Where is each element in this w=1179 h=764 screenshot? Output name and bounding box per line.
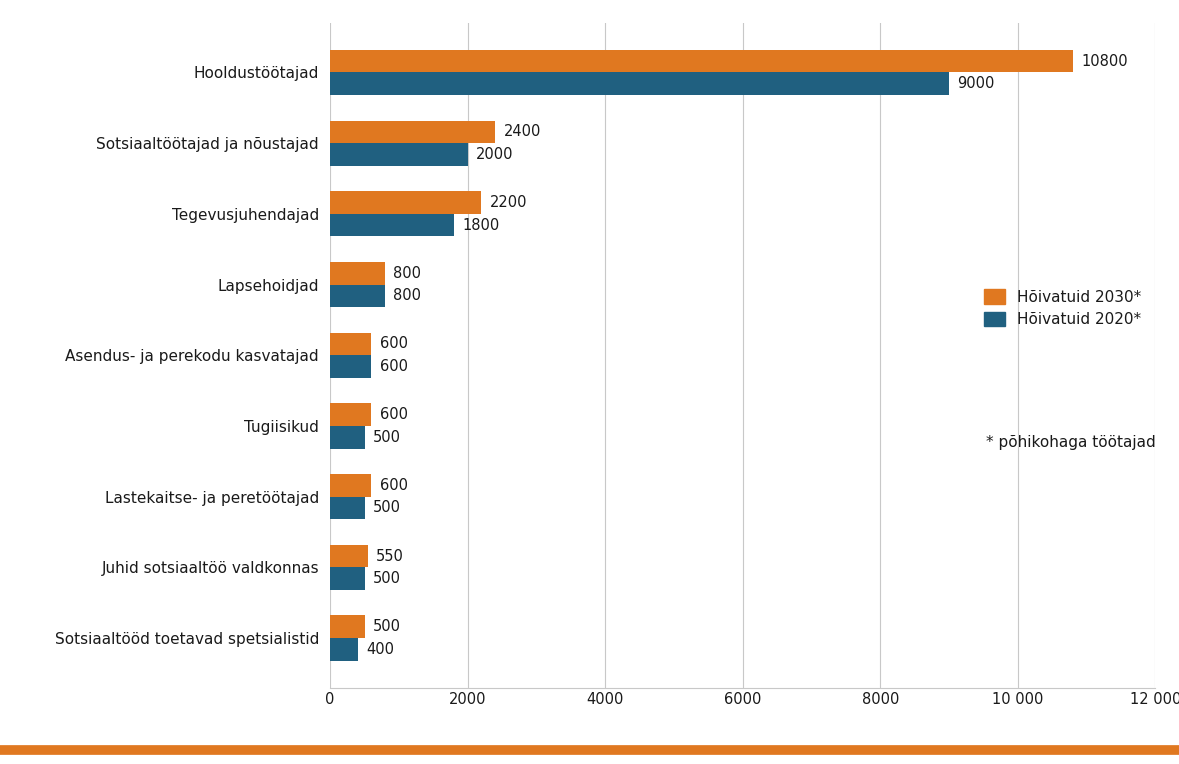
Text: 800: 800 (394, 266, 421, 280)
Bar (330, 50, 1073, 73)
Bar (330, 403, 371, 426)
Text: 600: 600 (380, 478, 408, 493)
Bar (330, 121, 495, 143)
Text: 600: 600 (380, 359, 408, 374)
Bar (330, 284, 386, 307)
Bar (330, 638, 357, 661)
Text: 500: 500 (373, 571, 401, 586)
Bar (330, 262, 386, 284)
Text: 800: 800 (394, 288, 421, 303)
Text: * põhikohaga töötajad: * põhikohaga töötajad (986, 435, 1155, 450)
Text: 2000: 2000 (476, 147, 513, 162)
Bar (330, 474, 371, 497)
Text: 2400: 2400 (503, 125, 541, 139)
Bar (330, 616, 364, 638)
Bar (330, 332, 371, 355)
Text: 1800: 1800 (462, 218, 500, 233)
Text: 2200: 2200 (489, 195, 527, 210)
Bar (330, 143, 468, 166)
Bar (330, 73, 949, 95)
Text: 500: 500 (373, 500, 401, 516)
Text: 600: 600 (380, 336, 408, 351)
Bar (330, 426, 364, 448)
Text: 10800: 10800 (1081, 53, 1128, 69)
Text: 500: 500 (373, 430, 401, 445)
Text: 600: 600 (380, 407, 408, 422)
Text: 500: 500 (373, 620, 401, 634)
Bar (330, 497, 364, 520)
Text: 400: 400 (365, 642, 394, 657)
Bar (330, 191, 481, 214)
Text: 550: 550 (376, 549, 404, 564)
Bar (330, 545, 368, 568)
Legend: Hõivatuid 2030*, Hõivatuid 2020*: Hõivatuid 2030*, Hõivatuid 2020* (977, 283, 1148, 333)
Bar (330, 568, 364, 590)
Bar (330, 355, 371, 378)
Text: 9000: 9000 (957, 76, 995, 91)
Bar (330, 214, 454, 237)
